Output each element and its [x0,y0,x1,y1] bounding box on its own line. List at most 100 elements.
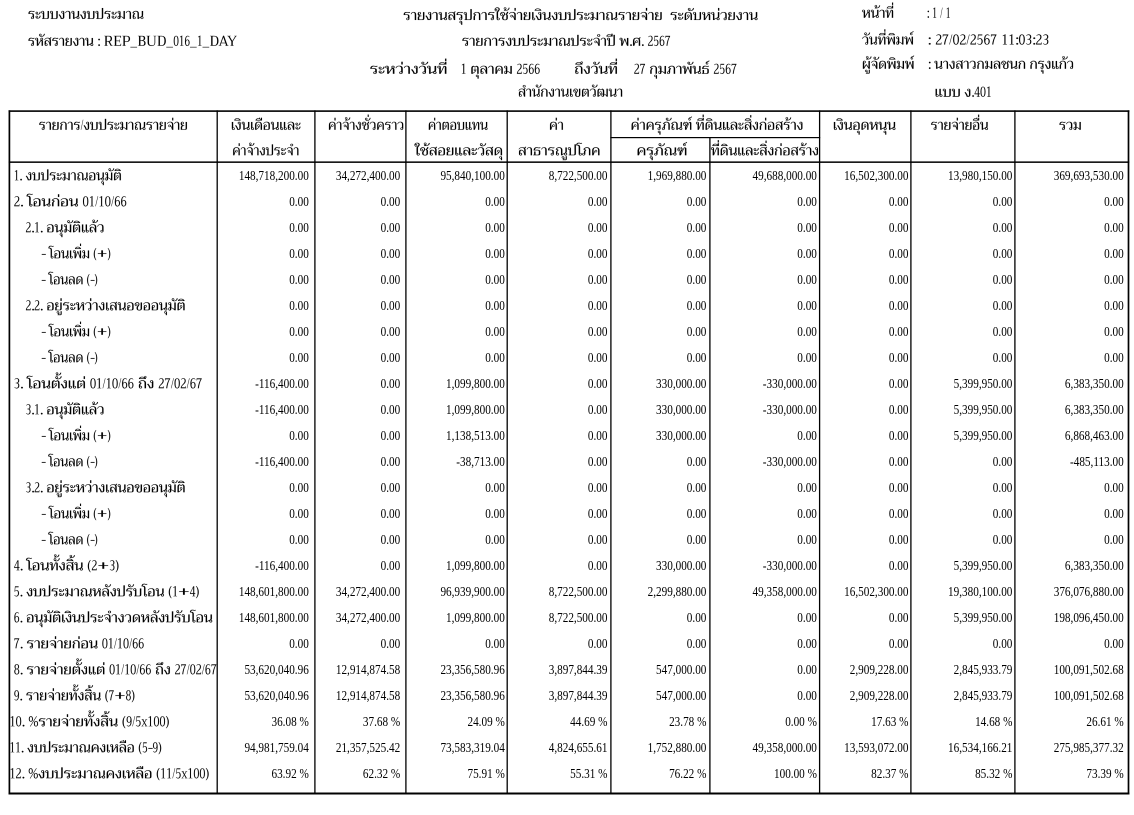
svg-text:0.00: 0.00 [1104,532,1124,547]
svg-text:0.00: 0.00 [889,298,909,313]
svg-text:0.00: 0.00 [797,506,817,521]
svg-text:0.00: 0.00 [289,428,309,443]
svg-text:0.00: 0.00 [797,246,817,261]
svg-text:5,399,950.00: 5,399,950.00 [954,610,1013,625]
svg-text:0.00: 0.00 [289,324,309,339]
svg-text:0.00: 0.00 [289,194,309,209]
svg-text:24.09 %: 24.09 % [467,714,504,729]
svg-text:547,000.00: 547,000.00 [656,688,706,703]
svg-text:13,980,150.00: 13,980,150.00 [948,168,1012,183]
svg-text:0.00: 0.00 [588,298,608,313]
svg-text:0.00: 0.00 [687,324,707,339]
svg-text:62.32 %: 62.32 % [363,766,400,781]
svg-text:-330,000.00: -330,000.00 [763,402,817,417]
svg-text:36.08 %: 36.08 % [271,714,308,729]
svg-text:0.00: 0.00 [289,246,309,261]
svg-text:0.00: 0.00 [588,480,608,495]
svg-text:0.00: 0.00 [993,506,1013,521]
svg-text:34,272,400.00: 34,272,400.00 [336,610,400,625]
svg-text:14.68 %: 14.68 % [975,714,1012,729]
svg-text:0.00: 0.00 [381,246,401,261]
svg-text:0.00: 0.00 [381,324,401,339]
svg-text:0.00: 0.00 [289,636,309,651]
svg-text:0.00: 0.00 [1104,246,1124,261]
svg-text:13,593,072.00: 13,593,072.00 [844,740,908,755]
svg-text:1,099,800.00: 1,099,800.00 [446,558,505,573]
svg-text:0.00: 0.00 [687,298,707,313]
svg-text:0.00: 0.00 [485,246,505,261]
svg-text:19,380,100.00: 19,380,100.00 [948,584,1012,599]
svg-text:96,939,900.00: 96,939,900.00 [440,584,504,599]
svg-text:0.00: 0.00 [381,350,401,365]
svg-text:0.00: 0.00 [1104,324,1124,339]
svg-text:0.00: 0.00 [289,220,309,235]
svg-text:2,909,228.00: 2,909,228.00 [850,662,909,677]
svg-text:0.00: 0.00 [993,194,1013,209]
svg-text:0.00: 0.00 [889,376,909,391]
svg-text:0.00: 0.00 [889,558,909,573]
svg-text:49,688,000.00: 49,688,000.00 [753,168,817,183]
svg-text:0.00: 0.00 [588,532,608,547]
svg-text:0.00: 0.00 [993,454,1013,469]
svg-text:0.00: 0.00 [588,246,608,261]
svg-text:0.00: 0.00 [993,220,1013,235]
svg-text:0.00: 0.00 [797,688,817,703]
svg-text:376,076,880.00: 376,076,880.00 [1054,584,1124,599]
svg-text:95,840,100.00: 95,840,100.00 [440,168,504,183]
svg-text:5,399,950.00: 5,399,950.00 [954,402,1013,417]
svg-text:275,985,377.32: 275,985,377.32 [1054,740,1124,755]
svg-text:2,845,933.79: 2,845,933.79 [954,688,1013,703]
svg-text:73.39 %: 73.39 % [1086,766,1123,781]
svg-text:0.00: 0.00 [588,220,608,235]
svg-text:0.00 %: 0.00 % [785,714,817,729]
svg-text:6,868,463.00: 6,868,463.00 [1065,428,1124,443]
svg-text:-485,113.00: -485,113.00 [1070,454,1124,469]
svg-text:34,272,400.00: 34,272,400.00 [336,584,400,599]
svg-text:-116,400.00: -116,400.00 [255,558,309,573]
svg-text:0.00: 0.00 [687,506,707,521]
svg-text:16,534,166.21: 16,534,166.21 [948,740,1012,755]
svg-text:0.00: 0.00 [381,636,401,651]
svg-text:0.00: 0.00 [889,220,909,235]
svg-text:0.00: 0.00 [588,272,608,287]
svg-text:198,096,450.00: 198,096,450.00 [1054,610,1124,625]
svg-text:-330,000.00: -330,000.00 [763,558,817,573]
svg-text:0.00: 0.00 [1104,298,1124,313]
svg-text:0.00: 0.00 [381,480,401,495]
svg-text:16,502,300.00: 16,502,300.00 [844,584,908,599]
svg-text:1,969,880.00: 1,969,880.00 [648,168,707,183]
svg-text:63.92 %: 63.92 % [271,766,308,781]
svg-text:0.00: 0.00 [1104,480,1124,495]
svg-text:0.00: 0.00 [381,298,401,313]
svg-text:94,981,759.04: 94,981,759.04 [244,740,308,755]
svg-text:0.00: 0.00 [1104,636,1124,651]
svg-text:16,502,300.00: 16,502,300.00 [844,168,908,183]
svg-text:0.00: 0.00 [381,194,401,209]
svg-text:0.00: 0.00 [993,532,1013,547]
svg-text:37.68 %: 37.68 % [363,714,400,729]
svg-text:0.00: 0.00 [993,350,1013,365]
svg-text:0.00: 0.00 [485,532,505,547]
svg-text:2,909,228.00: 2,909,228.00 [850,688,909,703]
svg-text:0.00: 0.00 [797,636,817,651]
svg-text:0.00: 0.00 [289,272,309,287]
svg-text:0.00: 0.00 [889,506,909,521]
svg-text:34,272,400.00: 34,272,400.00 [336,168,400,183]
svg-text:23.78 %: 23.78 % [669,714,706,729]
svg-text:0.00: 0.00 [381,506,401,521]
svg-text:148,601,800.00: 148,601,800.00 [239,610,309,625]
svg-text:1,138,513.00: 1,138,513.00 [446,428,505,443]
svg-text:0.00: 0.00 [687,246,707,261]
svg-text:49,358,000.00: 49,358,000.00 [753,740,817,755]
svg-text:0.00: 0.00 [588,428,608,443]
svg-text:0.00: 0.00 [993,480,1013,495]
svg-text:0.00: 0.00 [797,350,817,365]
svg-text:-330,000.00: -330,000.00 [763,376,817,391]
svg-text:53,620,040.96: 53,620,040.96 [244,662,308,677]
svg-text:23,356,580.96: 23,356,580.96 [440,662,504,677]
svg-text:53,620,040.96: 53,620,040.96 [244,688,308,703]
svg-text:1,099,800.00: 1,099,800.00 [446,610,505,625]
svg-text:0.00: 0.00 [485,194,505,209]
svg-text:73,583,319.04: 73,583,319.04 [440,740,504,755]
svg-text:0.00: 0.00 [381,402,401,417]
